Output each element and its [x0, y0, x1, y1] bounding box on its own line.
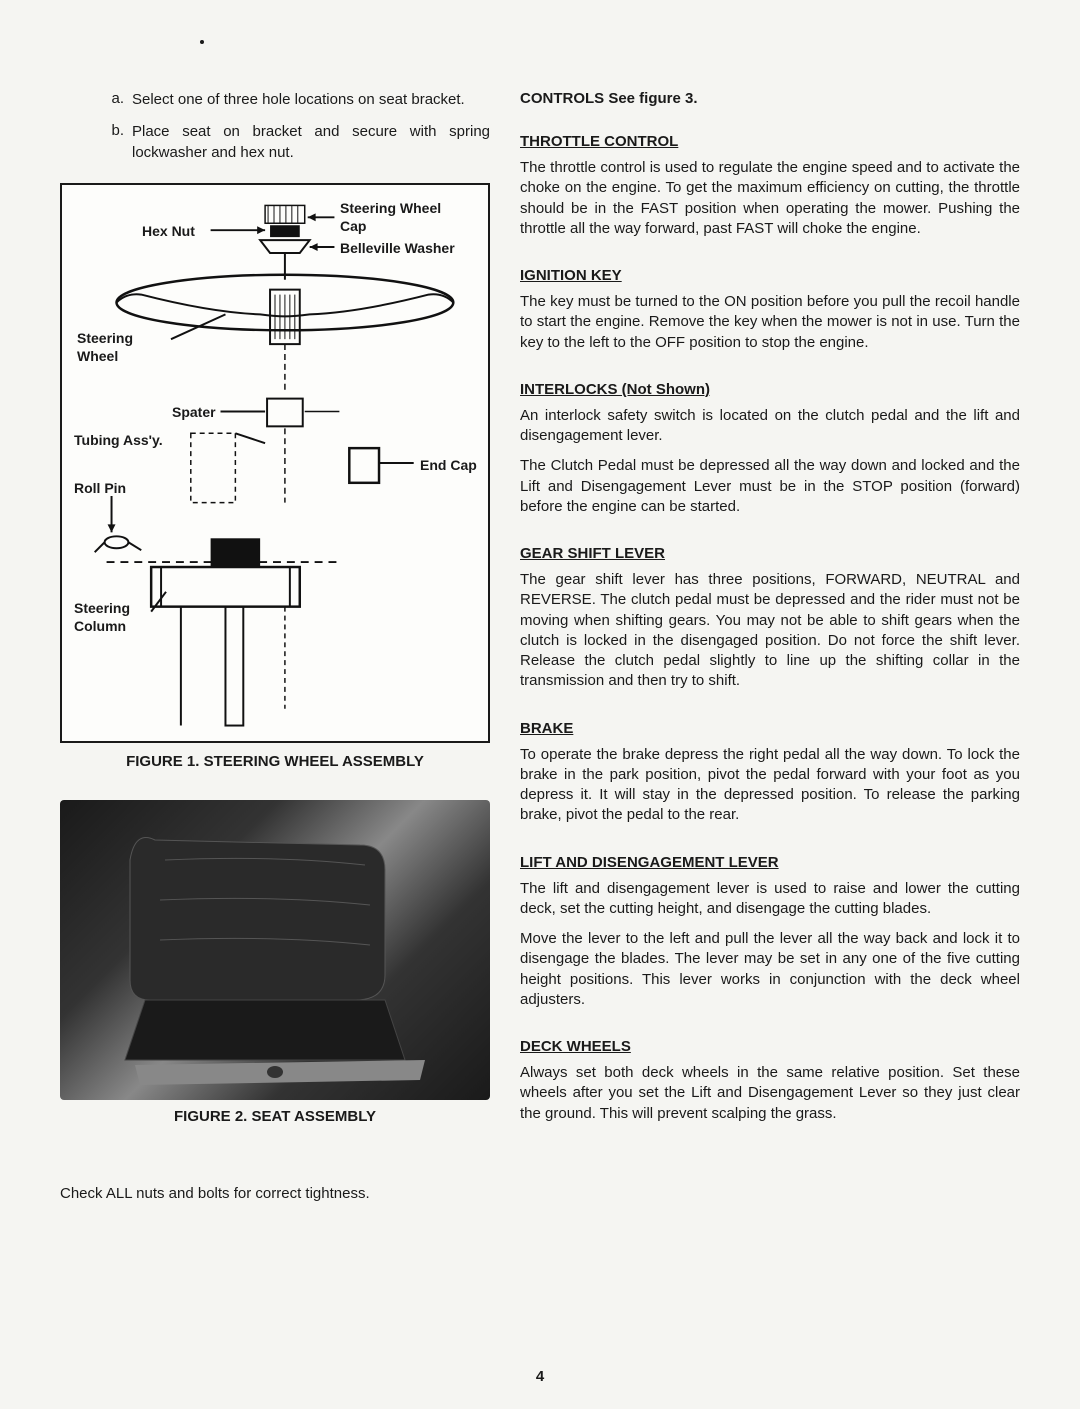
label-column: Column [74, 618, 126, 634]
label-steering-col: Steering [74, 600, 130, 616]
list-text: Select one of three hole locations on se… [132, 90, 465, 110]
check-note: Check ALL nuts and bolts for correct tig… [60, 1185, 490, 1202]
section-title: BRAKE [520, 720, 573, 737]
section-paragraph: Move the lever to the left and pull the … [520, 929, 1020, 1010]
list-marker: a. [106, 90, 124, 110]
right-column: CONTROLS See figure 3. THROTTLE CONTROL T… [520, 90, 1020, 1202]
section-title: THROTTLE CONTROL [520, 133, 678, 150]
figure-2-caption: FIGURE 2. SEAT ASSEMBLY [60, 1108, 490, 1125]
list-item-a: a. Select one of three hole locations on… [106, 90, 490, 110]
section-paragraph: The lift and disengagement lever is used… [520, 879, 1020, 920]
label-roll-pin: Roll Pin [74, 480, 126, 496]
figure-1-caption: FIGURE 1. STEERING WHEEL ASSEMBLY [60, 753, 490, 770]
section-title: INTERLOCKS (Not Shown) [520, 381, 710, 398]
label-steering: Steering [77, 330, 133, 346]
controls-heading: CONTROLS See figure 3. [520, 90, 698, 107]
section-paragraph: Always set both deck wheels in the same … [520, 1063, 1020, 1124]
label-tubing: Tubing Ass'y. [74, 432, 163, 448]
label-end-cap: End Cap [420, 457, 477, 473]
section-paragraph: To operate the brake depress the right p… [520, 745, 1020, 826]
list-text: Place seat on bracket and secure with sp… [132, 122, 490, 163]
label-steering-wheel-cap: Steering Wheel [340, 200, 441, 216]
section-title: GEAR SHIFT LEVER [520, 545, 665, 562]
section-title: IGNITION KEY [520, 267, 622, 284]
label-wheel: Wheel [77, 348, 118, 364]
page-artifact-dot [200, 40, 204, 44]
page-content: a. Select one of three hole locations on… [60, 90, 1020, 1202]
section-paragraph: The gear shift lever has three positions… [520, 570, 1020, 692]
page-number: 4 [536, 1368, 544, 1385]
section-title: LIFT AND DISENGAGEMENT LEVER [520, 854, 779, 871]
section-paragraph: An interlock safety switch is located on… [520, 406, 1020, 447]
label-belleville: Belleville Washer [340, 240, 455, 256]
section-paragraph: The Clutch Pedal must be depressed all t… [520, 456, 1020, 517]
section-paragraph: The key must be turned to the ON positio… [520, 292, 1020, 353]
section-paragraph: The throttle control is used to regulate… [520, 158, 1020, 239]
label-hex-nut: Hex Nut [142, 223, 195, 239]
left-column: a. Select one of three hole locations on… [60, 90, 490, 1202]
section-title: DECK WHEELS [520, 1038, 631, 1055]
list-marker: b. [106, 122, 124, 163]
figure-1-box: Hex Nut Steering Wheel Cap Belleville Wa… [60, 183, 490, 743]
figure-2-image [60, 800, 490, 1100]
list-item-b: b. Place seat on bracket and secure with… [106, 122, 490, 163]
label-spater: Spater [172, 404, 216, 420]
label-cap: Cap [340, 218, 366, 234]
